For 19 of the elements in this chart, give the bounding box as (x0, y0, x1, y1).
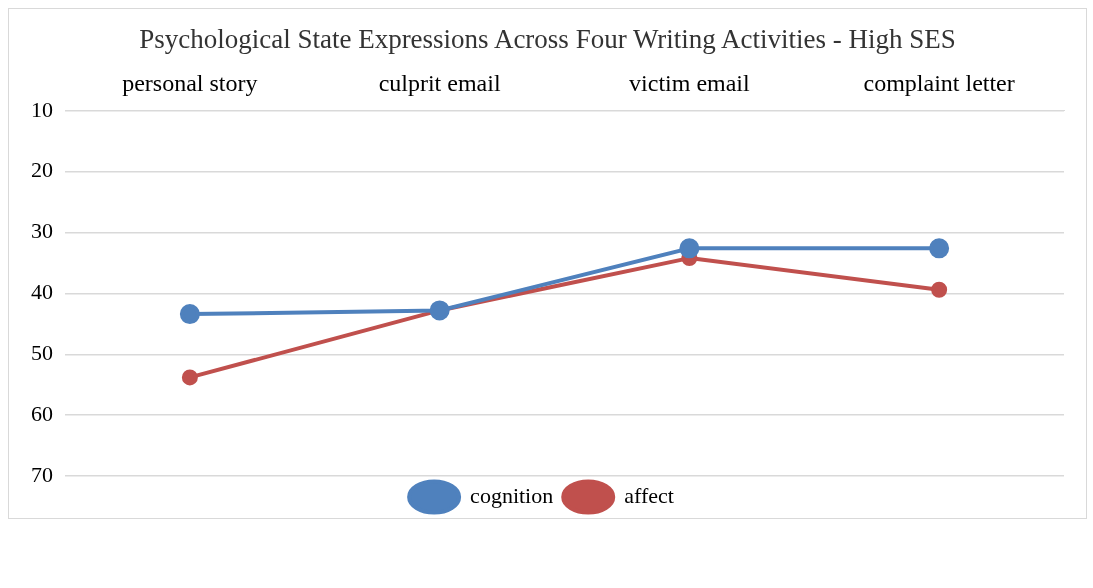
point (929, 238, 950, 259)
chart-title: Psychological State Expressions Across Four Writing Activities - High SES (138, 23, 957, 56)
y-tick-label: 10 (31, 96, 53, 122)
x-tick-label: complaint letter (863, 69, 1015, 96)
x-tick-label: personal story (122, 69, 258, 96)
point (181, 369, 198, 386)
point (931, 281, 948, 298)
x-tick-label: victim email (629, 69, 751, 96)
legend-label: cognition (470, 482, 554, 508)
y-tick-label: 40 (31, 279, 53, 305)
y-tick-label: 70 (31, 461, 53, 487)
y-tick-label: 60 (31, 400, 53, 426)
y-tick-label: 20 (31, 157, 53, 183)
point (179, 304, 200, 325)
y-tick-label: 30 (31, 218, 53, 244)
legend-label: affect (624, 482, 674, 508)
x-tick-label: culprit email (378, 69, 501, 96)
point (679, 238, 700, 259)
y-tick-label: 50 (31, 340, 53, 366)
